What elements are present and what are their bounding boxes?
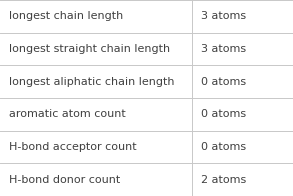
Text: 2 atoms: 2 atoms <box>201 175 246 185</box>
Text: longest straight chain length: longest straight chain length <box>9 44 170 54</box>
Text: 0 atoms: 0 atoms <box>201 77 246 87</box>
Text: aromatic atom count: aromatic atom count <box>9 109 125 119</box>
Text: H-bond acceptor count: H-bond acceptor count <box>9 142 137 152</box>
Text: 0 atoms: 0 atoms <box>201 142 246 152</box>
Text: 3 atoms: 3 atoms <box>201 11 246 21</box>
Text: 0 atoms: 0 atoms <box>201 109 246 119</box>
Text: longest chain length: longest chain length <box>9 11 123 21</box>
Text: longest aliphatic chain length: longest aliphatic chain length <box>9 77 174 87</box>
Text: H-bond donor count: H-bond donor count <box>9 175 120 185</box>
Text: 3 atoms: 3 atoms <box>201 44 246 54</box>
